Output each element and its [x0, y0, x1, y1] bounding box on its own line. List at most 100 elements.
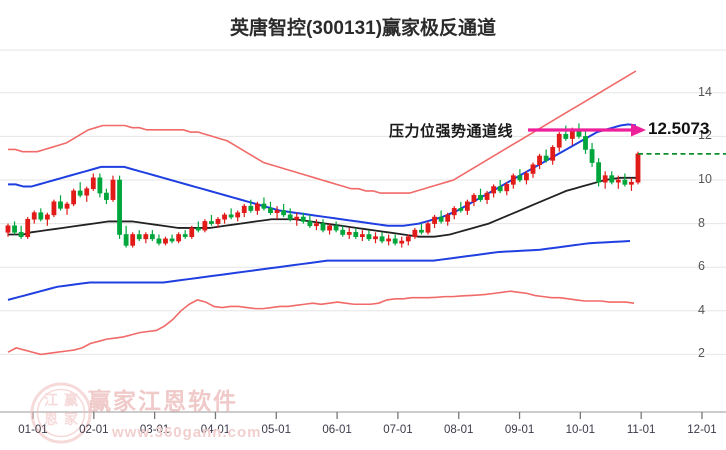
- candle-body: [182, 234, 188, 237]
- candle-body: [241, 205, 247, 214]
- candle-body: [77, 190, 83, 196]
- watermark-seal-icon: 江赢恩家: [30, 382, 92, 444]
- candle-body: [445, 214, 451, 222]
- candle-body: [399, 240, 405, 244]
- annotation-label: 压力位强势通道线: [389, 123, 514, 140]
- candle-body: [143, 234, 149, 240]
- candle-body: [44, 214, 50, 220]
- y-axis-tick-label: 12: [698, 128, 712, 143]
- candle-body: [419, 229, 424, 233]
- candle-body: [117, 179, 122, 235]
- x-axis-tick-label: 03-01: [139, 424, 170, 436]
- candle-body: [471, 194, 477, 203]
- y-axis-tick-label: 2: [698, 346, 705, 361]
- candle-body: [38, 212, 44, 220]
- x-axis-tick-label: 01-01: [18, 424, 48, 436]
- candle-body: [176, 234, 182, 242]
- candle-body: [543, 155, 549, 161]
- candle-body: [386, 238, 392, 242]
- candle-body: [491, 186, 497, 194]
- candle-body: [97, 177, 103, 194]
- candle-body: [123, 234, 129, 246]
- x-axis-tick-label: 09-01: [504, 424, 535, 436]
- center-band-line: [8, 176, 636, 238]
- upper-inner-band-line: [8, 123, 637, 227]
- candle-body: [412, 229, 418, 237]
- page-title: 英唐智控(300131)赢家极反通道: [229, 18, 497, 39]
- candle-body: [366, 234, 372, 240]
- x-axis-tick-label: 05-01: [261, 424, 291, 436]
- candle-body: [163, 238, 168, 244]
- candle-body: [563, 133, 569, 139]
- candle-body: [209, 221, 214, 224]
- candle-body: [18, 232, 24, 237]
- candle-body: [438, 216, 444, 222]
- candle-body: [215, 218, 221, 224]
- candle-body: [340, 229, 346, 235]
- candle-body: [537, 155, 542, 166]
- candle-body: [51, 201, 57, 216]
- candle-body: [31, 212, 37, 220]
- candle-body: [589, 149, 595, 163]
- candle-body: [602, 175, 608, 183]
- candle-body: [58, 201, 63, 209]
- candle-body: [510, 175, 516, 185]
- candle-body: [373, 236, 378, 240]
- candle-body: [379, 236, 385, 242]
- candle-body: [84, 188, 90, 196]
- y-axis-tick-label: 4: [698, 302, 705, 317]
- seal-character: 恩: [44, 411, 58, 427]
- y-axis-tick-label: 10: [698, 172, 712, 186]
- candle-body: [104, 192, 109, 200]
- candle-body: [346, 232, 352, 235]
- seal-character: 家: [64, 411, 79, 427]
- candle-body: [202, 221, 208, 231]
- candle-body: [327, 225, 332, 231]
- candle-body: [458, 208, 464, 211]
- candle-body: [300, 216, 306, 222]
- candle-body: [25, 218, 31, 237]
- candle-body: [405, 236, 411, 242]
- candle-body: [583, 136, 588, 150]
- candle-body: [5, 225, 11, 233]
- watermark-url: www.360gann.com: [112, 424, 262, 441]
- candle-body: [64, 203, 70, 209]
- candlestick-series: [5, 123, 641, 248]
- candle-body: [425, 223, 431, 233]
- candle-body: [71, 190, 77, 205]
- candle-body: [248, 205, 254, 211]
- upper-outer-band-line: [8, 70, 637, 194]
- candle-body: [149, 234, 155, 240]
- gridlines: [0, 49, 726, 355]
- candle-body: [235, 212, 241, 218]
- lower-outer-band-line: [7, 290, 635, 356]
- x-axis-tick-label: 10-01: [565, 424, 596, 436]
- candle-body: [12, 225, 17, 233]
- candle-body: [609, 175, 615, 183]
- candle-body: [596, 162, 602, 183]
- y-axis-tick-label: 8: [698, 215, 705, 230]
- candle-body: [359, 234, 365, 237]
- x-axis-tick-label: 02-01: [79, 424, 109, 436]
- candle-body: [287, 214, 293, 220]
- candle-body: [130, 234, 136, 246]
- candle-body: [254, 203, 260, 211]
- candle-body: [156, 238, 162, 244]
- candle-body: [615, 179, 621, 183]
- candle-body: [189, 227, 195, 237]
- candle-body: [268, 208, 273, 213]
- candle-body: [478, 194, 483, 200]
- candle-body: [314, 223, 319, 227]
- lower-inner-band-line: [7, 240, 631, 301]
- candle-body: [517, 175, 523, 181]
- candle-body: [110, 179, 116, 200]
- candle-body: [504, 184, 510, 192]
- seal-character: 江: [44, 392, 58, 408]
- candle-body: [261, 203, 267, 209]
- candle-body: [524, 173, 529, 181]
- candle-body: [497, 186, 503, 192]
- candle-body: [281, 210, 287, 216]
- candle-body: [169, 238, 175, 242]
- candle-body: [228, 214, 234, 218]
